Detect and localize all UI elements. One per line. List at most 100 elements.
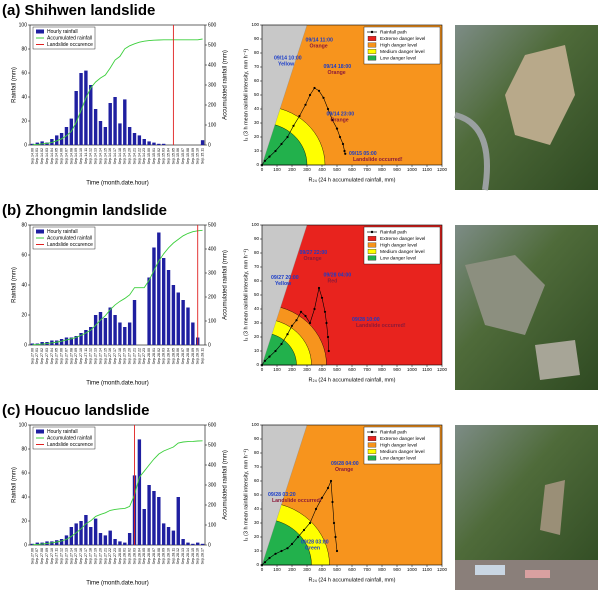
annotation-time: 09/27 20:00 [271,276,299,282]
bar [35,142,39,145]
y-tick-label: 60 [21,470,27,476]
x-tick-label: Sep.27.20 [98,548,102,564]
annotation-level: Landslide occurred! [353,157,403,163]
y2-axis-title: Accumulated rainfall (mm) [223,450,229,520]
bar [113,539,117,545]
annotation: 09/14 23:00 Orange [327,112,355,124]
x-tick-label: Sep.14.14 [98,148,102,164]
legend-swatch [367,442,377,448]
bar [69,337,74,345]
y-tick-label: 40 [21,94,27,100]
x-tick-label: 900 [393,567,401,572]
legend-swatch [36,429,44,434]
x-tick-label: 500 [333,167,341,172]
legend-label: Medium danger level [380,449,425,455]
bar [40,342,44,345]
path-point [329,479,333,483]
x-tick-label: 900 [393,367,401,372]
y2-tick-label: 200 [208,102,217,108]
legend-box [32,26,96,50]
legend-label: Hourly rainfall [47,429,78,435]
y2-tick-label: 500 [208,442,217,448]
annotation: 09/28 03:20 Landslide occurred! [268,492,322,504]
x-tick-label: Sep.28.03 [132,548,136,564]
x-tick-label: Sep.27.21 [103,548,107,564]
y-axis-title: I₃ (3 h mean rainfall intensity, mm h⁻¹) [243,249,249,342]
legend-label: Rainfall path [380,29,407,35]
legend-swatch [367,436,377,441]
annotation-level: Orange [328,70,346,76]
path-point [327,349,330,353]
x-tick-label: Sep.27.19 [123,348,127,364]
y2-tick-label: 500 [208,42,217,48]
x-tick-label: 100 [273,567,281,572]
x-tick-label: 800 [378,567,386,572]
bar [103,535,108,545]
x-tick-label: Sep.27.10 [50,548,54,564]
legend-label: High danger level [380,42,417,48]
rainfall-path [261,87,346,166]
x-tick-label: Sep.27.14 [98,348,102,364]
y-tick-label: 50 [254,492,260,497]
x-tick-label: Sep.28.06 [147,548,151,564]
x-tick-label: Sep.14.08 [69,148,73,164]
legend-swatch [367,36,377,41]
rainfall-path [261,286,330,366]
x-tick-label: Sep.15.11 [201,148,205,164]
legend-swatch [36,29,44,34]
x-tick-label: Sep.28.02 [157,348,161,364]
x-tick-label: Sep.14.18 [118,148,122,164]
photo [455,425,598,590]
x-tick-label: 1200 [437,167,448,172]
legend-label: Accumulated rainfall [47,435,92,441]
x-tick-label: 700 [363,167,371,172]
bar [157,143,161,145]
legend-swatch [367,42,377,48]
x-tick-label: Sep.27.20 [128,348,132,364]
legend-label: Extreme danger level [380,36,425,42]
x-tick-label: Sep.27.09 [45,548,49,564]
x-tick-label: Sep.27.15 [103,348,107,364]
y-tick-label: 100 [19,422,28,428]
annotation-time: 09/28 04:00 [324,273,352,279]
x-tick-label: Sep.28.16 [196,548,200,564]
path-point [304,314,307,318]
y-tick-label: 90 [254,36,260,41]
legend-swatch [370,30,374,34]
legend-swatch [367,249,377,254]
y-tick-label: 20 [21,312,27,318]
path-point [344,152,347,155]
x-tick-label: 400 [318,367,326,372]
bar [113,97,117,145]
accumulated-line [32,229,203,346]
bar [35,542,39,545]
path-point [260,163,264,167]
bar [132,300,137,345]
path-point [299,310,303,313]
y2-axis-title: Accumulated rainfall (mm) [223,250,229,320]
bar [84,330,88,345]
annotation: 09/28 10:00 Landslide occurred! [352,318,406,330]
path-point [263,561,267,564]
x-tick-label: Sep.27.14 [69,548,73,564]
x-axis-title: R₂₄ (24 h accumulated rainfall, mm) [309,577,396,583]
path-point [286,333,289,336]
y-tick-label: 30 [254,520,260,525]
x-tick-label: 100 [273,367,281,372]
bar [103,127,108,145]
x-tick-label: Sep.15.09 [191,148,195,164]
bar [89,527,93,545]
x-tick-label: 500 [333,367,341,372]
bar [200,140,205,145]
x-tick-label: Sep.28.09 [191,348,195,364]
bar [93,315,98,345]
bar [186,307,190,345]
x-tick-label: 200 [288,167,296,172]
bar [98,533,103,545]
bar [142,509,146,545]
y2-tick-label: 300 [208,270,217,276]
path-point [274,552,277,555]
photo [455,225,598,390]
